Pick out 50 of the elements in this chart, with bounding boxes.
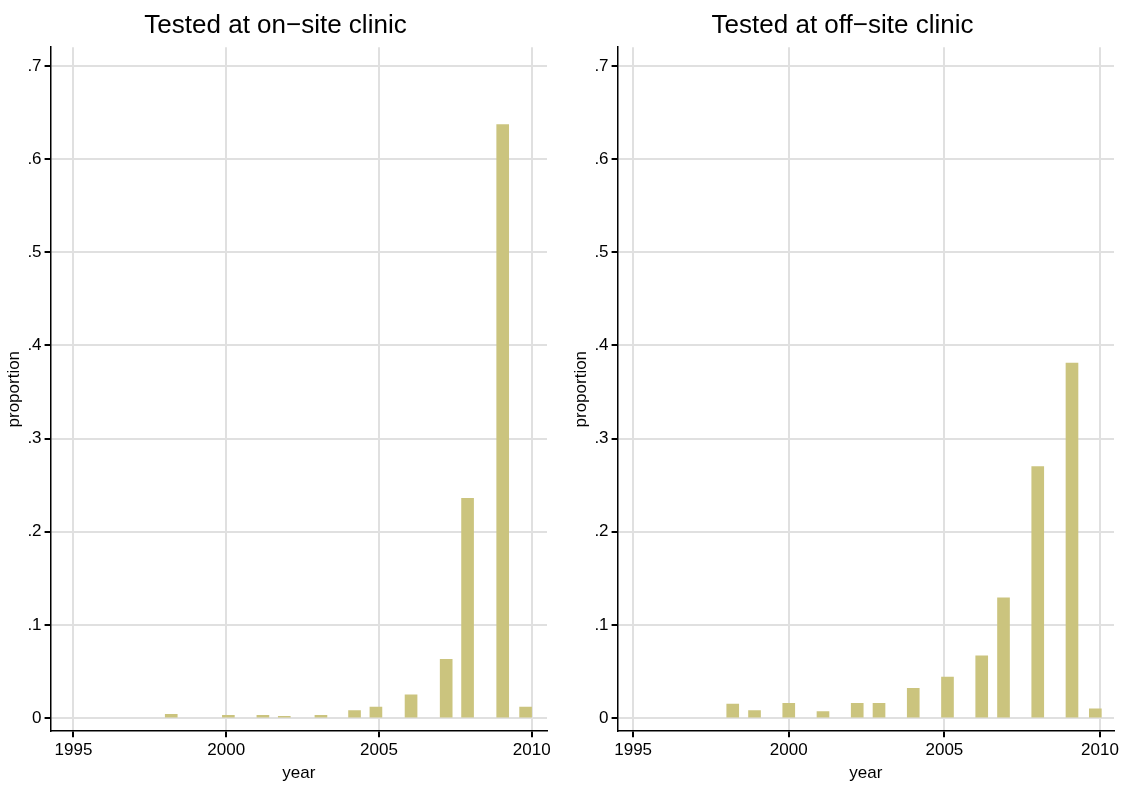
x-tick-label: 2010 <box>512 740 551 760</box>
x-axis-title: year <box>849 763 883 783</box>
y-tick-label: .5 <box>594 241 609 261</box>
bar <box>941 676 954 718</box>
bar <box>164 714 178 718</box>
x-tick-label: 2000 <box>769 740 808 760</box>
y-tick-label: 0 <box>599 707 609 727</box>
bar <box>782 702 796 718</box>
x-tick-label: 2010 <box>1081 740 1119 760</box>
chart-title: Tested at off−site clinic <box>711 8 974 39</box>
x-tick-label: 1995 <box>54 740 93 760</box>
y-tick-label: .6 <box>27 148 42 168</box>
bar <box>906 688 920 718</box>
bar <box>348 710 361 718</box>
y-tick-label: .4 <box>594 335 609 355</box>
y-tick-label: .1 <box>594 614 609 634</box>
x-tick-label: 2005 <box>925 740 964 760</box>
y-tick-label: .7 <box>594 55 609 75</box>
x-tick-label: 2005 <box>360 740 398 760</box>
bar <box>816 711 830 718</box>
y-tick-label: .3 <box>27 428 42 448</box>
bar <box>726 703 740 718</box>
bar <box>975 655 989 718</box>
y-tick-label: .1 <box>27 614 42 634</box>
x-tick-label: 1995 <box>614 740 653 760</box>
x-tick-label: 2000 <box>207 740 246 760</box>
y-axis-title: proportion <box>570 350 590 428</box>
bar <box>519 706 532 718</box>
y-tick-label: .6 <box>594 148 609 168</box>
x-axis-title: year <box>282 763 316 783</box>
bar <box>850 702 864 718</box>
y-tick-label: .5 <box>27 241 42 261</box>
bar <box>1089 708 1102 718</box>
y-tick-label: .2 <box>594 521 609 541</box>
y-tick-label: .4 <box>27 335 42 355</box>
y-tick-label: 0 <box>32 707 42 727</box>
bar <box>461 497 474 718</box>
bar <box>997 597 1010 718</box>
y-tick-label: .7 <box>27 55 42 75</box>
bar <box>1065 362 1079 718</box>
bar <box>748 710 761 718</box>
y-tick-label: .2 <box>27 521 42 541</box>
bar <box>439 659 453 718</box>
bar <box>496 124 510 718</box>
bar <box>404 694 418 718</box>
y-tick-label: .3 <box>594 428 609 448</box>
y-axis-title: proportion <box>3 350 23 428</box>
bar <box>1031 466 1045 718</box>
chart-title: Tested at on−site clinic <box>144 8 407 39</box>
bar <box>872 702 886 718</box>
